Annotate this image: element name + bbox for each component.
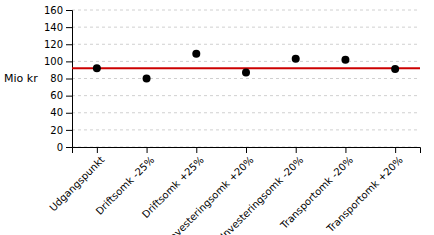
y-axis-title: Mio kr (4, 72, 38, 85)
x-tick-label: Transportomk +20% (324, 154, 405, 235)
y-tick: 80 (50, 73, 72, 84)
y-axis-line (66, 11, 73, 148)
chart: 0 20 40 60 80 100 120 140 160 UdgangspunktDriftso… (0, 0, 434, 235)
y-tick: 100 (44, 56, 72, 67)
x-tick-mark (196, 147, 197, 153)
dot (93, 64, 101, 72)
x-axis-line (73, 148, 421, 154)
y-tick: 20 (50, 125, 72, 136)
x-tick-mark (97, 147, 98, 153)
grid (72, 10, 420, 147)
y-tick-mark (66, 96, 72, 97)
grid-line (72, 129, 420, 130)
x-tick: Transportomk +20% (324, 147, 405, 235)
y-tick: 0 (57, 142, 72, 153)
x-tick-mark (147, 147, 148, 153)
y-axis: 0 20 40 60 80 100 120 140 160 (44, 5, 73, 153)
x-tick-mark (345, 147, 346, 153)
grid-line (72, 61, 420, 62)
grid-line (72, 27, 420, 28)
grid-line (72, 44, 420, 45)
y-tick: 40 (50, 107, 72, 118)
dot (242, 69, 250, 77)
marks (72, 50, 420, 83)
y-tick-mark (66, 147, 72, 148)
grid-line (72, 112, 420, 113)
grid-line (72, 78, 420, 79)
dot (391, 65, 399, 73)
x-tick: Udgangspunkt (47, 147, 106, 213)
plot: 0 20 40 60 80 100 120 140 160 UdgangspunktDriftso… (44, 5, 421, 235)
y-tick-mark (66, 113, 72, 114)
x-tick-mark (395, 147, 396, 153)
dot (292, 55, 300, 63)
y-tick-mark (66, 44, 72, 45)
x-axis: UdgangspunktDriftsomk -25%Driftsomk +25%… (47, 147, 420, 235)
dot (341, 56, 349, 64)
y-tick-mark (66, 61, 72, 62)
y-tick-mark (66, 27, 72, 28)
y-tick: 120 (44, 39, 72, 50)
y-tick: 140 (44, 22, 72, 33)
y-tick-label: 0 (57, 142, 63, 153)
y-tick-mark (66, 10, 72, 11)
grid-line (72, 10, 420, 11)
y-tick-label: 140 (44, 22, 63, 33)
x-tick-mark (246, 147, 247, 153)
y-tick-label: 80 (50, 73, 63, 84)
y-tick-label: 120 (44, 39, 63, 50)
grid-line (72, 95, 420, 96)
y-tick-label: 20 (50, 125, 63, 136)
y-tick-mark (66, 130, 72, 131)
y-tick: 60 (50, 90, 72, 101)
y-tick: 160 (44, 5, 72, 16)
y-tick-label: 160 (44, 5, 63, 16)
x-tick-mark (296, 147, 297, 153)
y-tick-label: 100 (44, 56, 63, 67)
dot (143, 75, 151, 83)
y-tick-mark (66, 79, 72, 80)
dot (192, 50, 200, 58)
y-tick-label: 60 (50, 90, 63, 101)
y-tick-label: 40 (50, 107, 63, 118)
